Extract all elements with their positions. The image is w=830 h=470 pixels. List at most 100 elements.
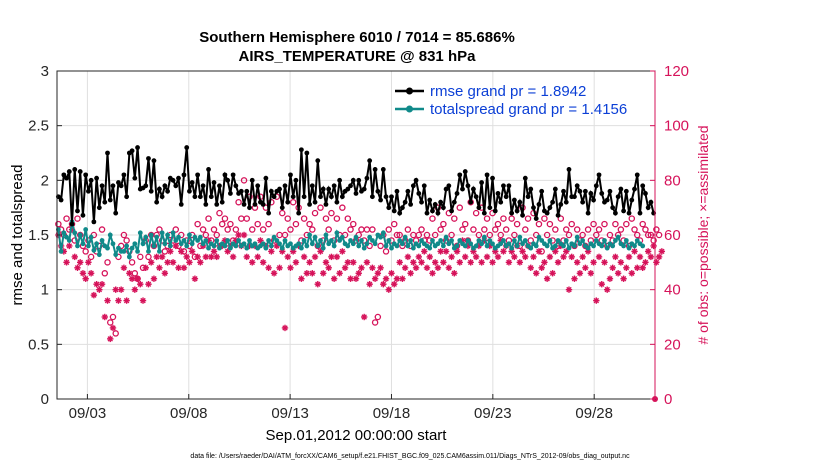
totalspread-point xyxy=(176,234,181,240)
obs-assimilated-point xyxy=(229,253,237,261)
totalspread-point xyxy=(126,254,132,260)
obs-possible-point xyxy=(483,215,491,222)
totalspread-point xyxy=(217,245,222,251)
totalspread-point xyxy=(137,230,143,236)
obs-possible-point xyxy=(145,253,152,261)
obs-assimilated-point xyxy=(549,270,556,277)
rmse-point xyxy=(640,183,646,189)
obs-assimilated-point xyxy=(191,275,199,282)
totalspread-point xyxy=(552,243,558,249)
obs-possible-point xyxy=(601,220,608,228)
rmse-point xyxy=(105,150,110,156)
obs-assimilated-point xyxy=(579,253,586,261)
totalspread-point xyxy=(197,234,203,240)
rmse-point xyxy=(514,208,520,214)
rmse-point xyxy=(195,172,201,178)
rmse-point xyxy=(394,188,400,194)
obs-assimilated-point xyxy=(208,253,215,261)
obs-possible-point xyxy=(87,253,95,261)
totalspread-point xyxy=(170,230,176,236)
rmse-point xyxy=(113,210,119,216)
totalspread-point xyxy=(225,238,231,243)
totalspread-point xyxy=(484,243,490,249)
rmse-point xyxy=(572,194,577,200)
rmse-point xyxy=(481,210,487,216)
y-right-tick-label: 20 xyxy=(664,336,681,353)
totalspread-point xyxy=(154,234,160,240)
rmse-point xyxy=(282,183,288,189)
x-tick-label: 09/18 xyxy=(373,405,411,422)
rmse-point xyxy=(607,188,613,194)
obs-assimilated-point xyxy=(590,259,597,266)
rmse-point xyxy=(506,183,512,189)
rmse-point xyxy=(544,210,550,216)
rmse-point xyxy=(337,177,343,183)
rmse-point xyxy=(148,188,154,194)
totalspread-point xyxy=(419,238,424,243)
rmse-point xyxy=(318,194,323,200)
totalspread-point xyxy=(533,243,539,249)
rmse-point xyxy=(634,172,640,178)
obs-assimilated-point xyxy=(478,259,485,266)
rmse-point xyxy=(621,208,626,214)
obs-assimilated-point xyxy=(472,253,480,261)
obs-possible-point xyxy=(216,209,223,217)
obs-assimilated-point xyxy=(538,264,545,271)
obs-assimilated-point xyxy=(639,264,646,271)
rmse-point xyxy=(610,205,616,211)
obs-assimilated-point xyxy=(66,242,73,250)
totalspread-point xyxy=(443,234,449,240)
totalspread-point xyxy=(331,243,337,249)
obs-possible-point xyxy=(63,215,70,222)
obs-assimilated-point xyxy=(374,270,382,277)
obs-possible-point xyxy=(508,215,515,222)
obs-assimilated-point xyxy=(412,264,420,271)
totalspread-point xyxy=(91,247,97,253)
totalspread-point xyxy=(514,243,520,249)
obs-possible-point xyxy=(475,231,483,239)
totalspread-point xyxy=(80,241,86,247)
obs-assimilated-point xyxy=(560,253,567,261)
totalspread-point xyxy=(304,243,310,249)
obs-possible-point xyxy=(218,220,226,228)
obs-assimilated-point xyxy=(320,270,327,277)
obs-assimilated-point xyxy=(161,270,169,277)
obs-assimilated-point xyxy=(614,270,622,277)
totalspread-point xyxy=(593,238,599,243)
totalspread-point xyxy=(623,238,629,243)
obs-assimilated-point xyxy=(117,286,125,293)
obs-assimilated-point xyxy=(442,248,450,255)
obs-assimilated-point xyxy=(109,324,117,332)
totalspread-point xyxy=(449,238,454,243)
y-left-tick-label: 3 xyxy=(41,63,49,80)
totalspread-point xyxy=(378,234,383,240)
totalspread-point xyxy=(476,238,482,243)
obs-assimilated-point xyxy=(628,270,635,277)
rmse-point xyxy=(244,188,250,194)
rmse-point xyxy=(241,201,247,207)
totalspread-point xyxy=(156,249,162,254)
totalspread-point xyxy=(241,241,247,247)
obs-assimilated-point xyxy=(587,270,595,277)
obs-assimilated-point xyxy=(511,253,518,261)
rmse-point xyxy=(118,183,124,189)
rmse-point xyxy=(501,183,506,189)
rmse-point xyxy=(487,205,493,211)
rmse-point xyxy=(320,186,326,192)
totalspread-point xyxy=(520,241,525,247)
totalspread-point xyxy=(369,238,375,243)
totalspread-point xyxy=(318,238,323,243)
x-tick-label: 09/13 xyxy=(271,405,309,422)
rmse-point xyxy=(329,194,334,200)
obs-assimilated-point xyxy=(175,264,182,271)
obs-assimilated-point xyxy=(322,259,330,266)
rmse-point xyxy=(285,199,291,205)
rmse-point xyxy=(66,169,72,174)
totalspread-point xyxy=(517,234,523,240)
obs-assimilated-point xyxy=(462,253,469,261)
rmse-point xyxy=(645,205,651,211)
rmse-point xyxy=(367,158,373,164)
obs-assimilated-point xyxy=(604,286,611,293)
obs-assimilated-point xyxy=(445,264,453,271)
totalspread-point xyxy=(61,230,67,236)
